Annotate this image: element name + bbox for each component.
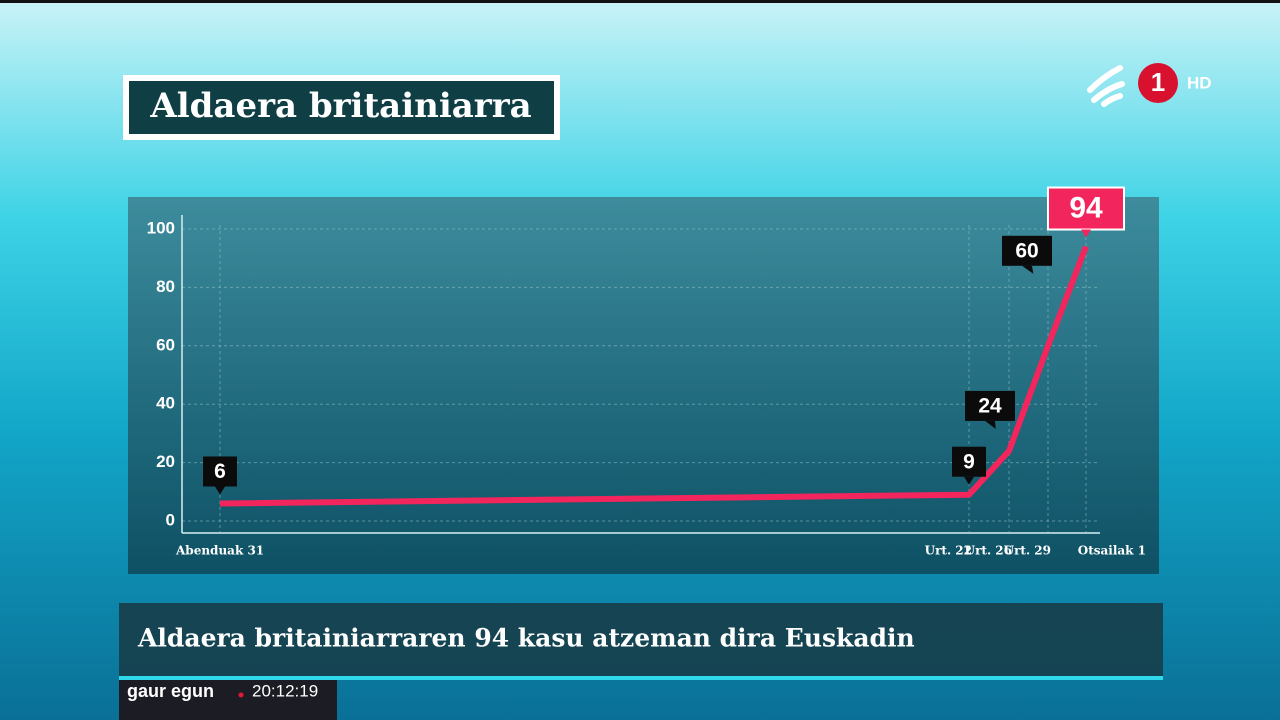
value-label: 24 [978,394,1002,417]
x-tick-label: Urt. 26 [965,544,1012,558]
x-tick-label: Abenduak 31 [175,544,264,558]
headline: Aldaera britainiarraren 94 kasu atzeman … [137,624,915,653]
value-label: 94 [1069,191,1103,224]
value-label-box [965,390,1015,421]
value-label-pointer [1081,229,1091,238]
value-label: 9 [963,450,975,473]
chart-panel [128,197,1159,574]
title: Aldaera britainiarra [149,86,531,126]
clock: 20:12:19 [252,681,318,700]
value-label-pointer [964,476,974,485]
title-box [123,75,560,140]
program-dot [238,692,244,698]
x-tick-label: Otsailak 1 [1078,544,1146,558]
logo-number: 1 [1151,67,1165,97]
y-tick-label: 20 [156,452,175,471]
x-tick-label: Urt. 29 [1004,544,1051,558]
logo-hd: HD [1187,73,1212,92]
value-label-box [952,446,986,477]
value-label-pointer [985,420,996,429]
caption-bar [119,603,1163,676]
y-tick-label: 40 [156,394,175,413]
data-line [219,245,1089,507]
logo-swoosh [1087,65,1125,107]
y-tick-label: 60 [156,335,175,354]
value-label-pointer [1022,265,1034,274]
value-label-box [203,456,237,487]
clock-bar [119,680,337,720]
logo-circle [1138,63,1178,103]
y-tick-label: 100 [147,218,175,237]
caption-rule [119,676,1163,680]
x-tick-label: Urt. 22 [925,544,972,558]
value-label-box [1002,235,1052,266]
value-label: 6 [214,460,226,483]
value-label-pointer [215,486,225,495]
top-edge [0,0,1280,3]
value-label: 60 [1015,239,1038,262]
y-tick-label: 0 [166,510,175,529]
channel-logo: 1 HD [1087,63,1212,107]
program-name: gaur egun [127,681,214,701]
y-tick-label: 80 [156,277,175,296]
